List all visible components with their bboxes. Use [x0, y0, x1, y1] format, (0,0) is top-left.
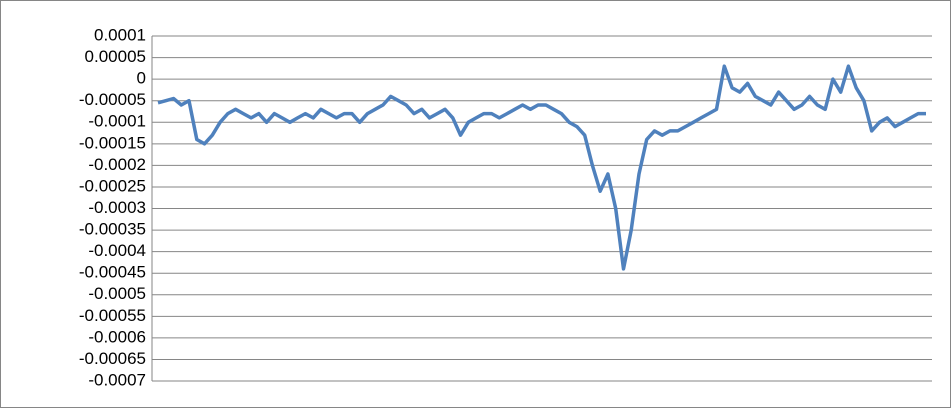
- y-tick-label: 0: [137, 69, 146, 88]
- y-tick-label: -0.0001: [88, 112, 146, 131]
- y-tick-label: -0.00065: [79, 349, 146, 368]
- y-tick-label: 0.0001: [94, 25, 146, 44]
- y-tick-label: -0.0005: [88, 284, 146, 303]
- y-tick-label: -0.00045: [79, 263, 146, 282]
- line: [157, 64, 926, 271]
- y-tick-label: -0.0004: [88, 241, 146, 260]
- y-tick-label: -0.00055: [79, 306, 146, 325]
- y-tick-label: -0.0006: [88, 327, 146, 346]
- y-tick-label: -0.0003: [88, 198, 146, 217]
- y-tick-label: -0.0007: [88, 370, 146, 389]
- y-tick-label: -0.00005: [79, 90, 146, 109]
- y-tick-label: -0.00025: [79, 176, 146, 195]
- y-tick-label: -0.00015: [79, 133, 146, 152]
- y-tick-label: -0.0002: [88, 155, 146, 174]
- y-tick-label: 0.00005: [85, 47, 146, 66]
- y-tick-label: -0.00035: [79, 220, 146, 239]
